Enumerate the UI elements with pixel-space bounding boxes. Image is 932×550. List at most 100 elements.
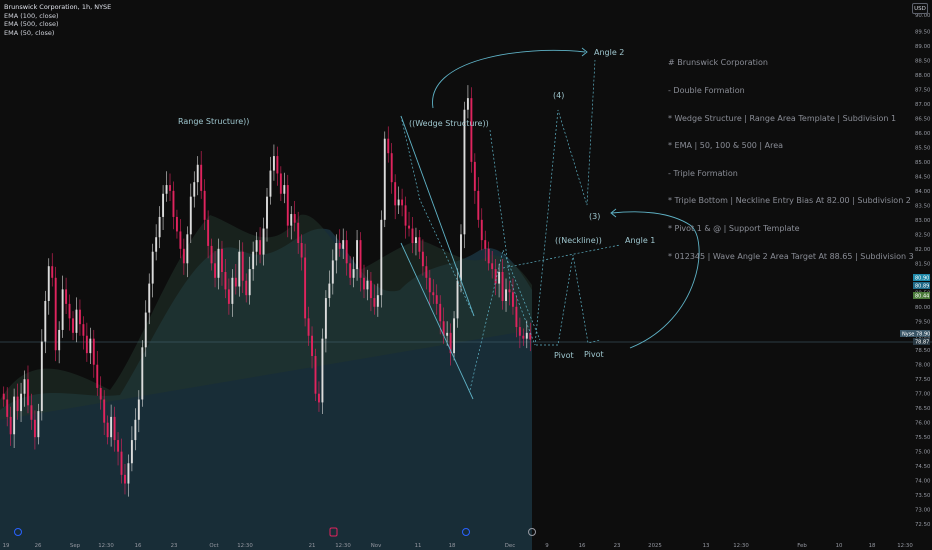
angle2-arc (432, 49, 586, 109)
time-tick-label: 16 (579, 543, 586, 549)
candle-body (61, 289, 64, 330)
candle-body (345, 240, 348, 264)
time-tick-label: 16 (135, 543, 142, 549)
candle-body (144, 312, 147, 348)
candle-body (200, 164, 203, 191)
time-tick-label: Nov (371, 543, 382, 549)
ema-50-legend[interactable]: EMA (50, close) (4, 28, 55, 37)
candle-body (383, 138, 386, 220)
event-markers[interactable] (14, 527, 536, 537)
candle-body (165, 185, 168, 194)
price-tick-label: 80.00 (915, 305, 931, 311)
candle-body (234, 277, 237, 287)
price-axis[interactable]: 90.00 72.50 73.00 73.50 74.00 74.50 75.00 75.5… (915, 13, 931, 528)
time-tick-label: 12:30 (98, 543, 114, 549)
candle-body (439, 303, 442, 322)
ema-areas (0, 214, 532, 550)
dividend-event-icon (462, 528, 470, 536)
candle-body (117, 440, 119, 452)
candle-body (293, 214, 296, 223)
prev-price-tag: 78.87 (915, 340, 929, 346)
angle2-arrowhead (581, 47, 588, 57)
ema-tag-b: 80.89 (915, 284, 929, 290)
wave4-label: (4) (553, 91, 564, 100)
candle-body (252, 251, 255, 270)
candle-body (20, 393, 23, 412)
last-price-tag: 78.90 (916, 332, 930, 338)
candle-body (487, 248, 490, 264)
candle-body (418, 237, 421, 252)
candle-body (376, 295, 379, 307)
candle-body (463, 109, 466, 235)
candle-body (210, 245, 213, 264)
time-tick-label: Dec (505, 543, 515, 549)
candle-body (162, 193, 165, 217)
note-line: - Triple Formation (668, 168, 738, 178)
nyse-tag: Nyse (902, 332, 914, 338)
price-tick-label: 77.00 (915, 392, 931, 398)
candle-body (449, 332, 452, 354)
candle-body (505, 289, 507, 301)
range-structure-label: Range Structure)) (178, 117, 249, 126)
candle-body (428, 277, 431, 293)
candle-body (2, 393, 5, 400)
projection-wave-path (489, 59, 596, 346)
candle-body (23, 379, 26, 394)
chart-legend[interactable]: Brunswick Corporation, 1h, NYSE EMA (100… (4, 3, 111, 37)
note-line: * 012345 | Wave Angle 2 Area Target At 8… (668, 251, 914, 261)
candle-body (193, 182, 196, 197)
candle-body (411, 228, 414, 244)
candle-body (227, 289, 230, 304)
time-tick-label: 12:30 (733, 543, 749, 549)
candle-body (397, 199, 400, 206)
time-tick-label: 2025 (648, 543, 662, 549)
ema-100-legend[interactable]: EMA (100, close) (4, 11, 59, 20)
candle-body (214, 263, 216, 278)
price-tick-label: 87.50 (915, 87, 931, 93)
candle-body (508, 289, 511, 293)
price-tick-label: 76.50 (915, 406, 931, 412)
candle-body (380, 219, 383, 296)
candle-body (498, 272, 501, 284)
price-tick-label: 89.50 (915, 29, 931, 35)
angle1-arc (611, 211, 700, 349)
ema-500-legend[interactable]: EMA (500, close) (4, 20, 59, 29)
candle-body (304, 257, 307, 319)
candle-body (248, 269, 251, 296)
candle-body (518, 327, 521, 336)
candle-body (466, 98, 469, 110)
price-tick-label: 88.00 (915, 73, 931, 79)
time-axis[interactable]: 19 26 Sep 12:30 16 23 Oct 12:30 21 12:30 Nov 11 18 De… (3, 543, 914, 549)
time-tick-label: 26 (35, 543, 42, 549)
candle-body (262, 228, 265, 255)
currency-button[interactable]: USD (912, 3, 928, 14)
candle-body (286, 185, 289, 226)
candle-body (224, 272, 227, 290)
candle-body (501, 272, 504, 301)
pivot2-label: Pivot (584, 350, 604, 359)
angle1-label: Angle 1 (625, 236, 655, 245)
symbol-title: Brunswick Corporation, 1h, NYSE (4, 3, 112, 11)
candle-body (255, 240, 258, 252)
time-tick-label: Sep (70, 543, 81, 549)
price-tick-label: 74.00 (915, 479, 931, 485)
candle-body (473, 161, 476, 191)
candle-body (127, 463, 130, 484)
candle-body (238, 251, 241, 287)
candle-body (321, 338, 324, 403)
candle-body (415, 237, 417, 244)
price-tick-label: 85.00 (915, 160, 931, 166)
candle-body (85, 335, 88, 354)
candle-body (373, 298, 376, 307)
candle-body (186, 234, 189, 264)
price-tick-label: 84.50 (915, 174, 931, 180)
candle-body (511, 292, 514, 307)
note-line: * Pivot 1 & @ | Support Template (668, 224, 800, 234)
candle-body (352, 269, 355, 278)
price-tick-label: 78.00 (915, 363, 931, 369)
price-tick-label: 82.50 (915, 232, 931, 238)
price-tick-label: 73.50 (915, 493, 931, 499)
candle-body (425, 266, 428, 278)
candle-body (78, 309, 81, 325)
